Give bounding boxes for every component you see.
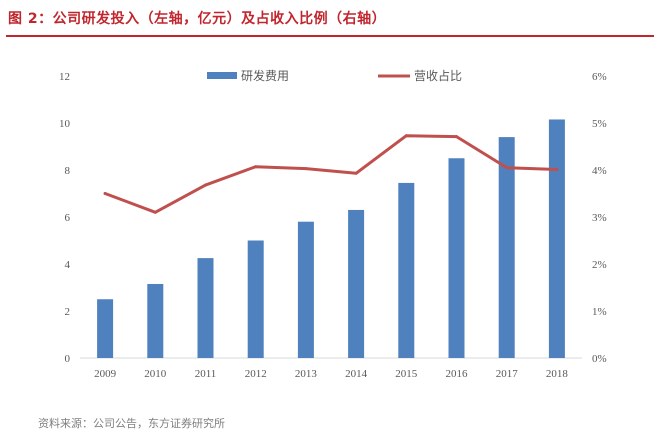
x-tick-label: 2017 bbox=[496, 368, 519, 380]
bar bbox=[247, 240, 264, 358]
x-tick-label: 2015 bbox=[395, 368, 418, 380]
x-tick-label: 2013 bbox=[295, 368, 318, 380]
bar bbox=[297, 221, 314, 358]
legend-swatch-bar bbox=[207, 72, 237, 79]
bar bbox=[548, 119, 565, 358]
right-tick-label: 2% bbox=[592, 259, 607, 271]
right-tick-label: 3% bbox=[592, 212, 607, 224]
line-point bbox=[555, 168, 559, 172]
figure-title: 图 2：公司研发投入（左轴，亿元）及占收入比例（右轴） bbox=[8, 11, 387, 27]
x-axis: 2009 2010 2011 2012 2013 2014 2015 2016 2017 2018 bbox=[94, 368, 568, 380]
x-tick-label: 2010 bbox=[144, 368, 167, 380]
legend-label-line: 营收占比 bbox=[414, 68, 462, 83]
legend-label-bar: 研发费用 bbox=[241, 68, 289, 83]
line-point bbox=[354, 171, 358, 175]
x-tick-label: 2016 bbox=[446, 368, 469, 380]
x-tick-label: 2009 bbox=[94, 368, 117, 380]
line-point bbox=[153, 210, 157, 214]
right-tick-label: 4% bbox=[592, 165, 607, 177]
line-point bbox=[404, 134, 408, 138]
left-tick-label: 8 bbox=[65, 165, 71, 177]
x-tick-label: 2011 bbox=[195, 368, 217, 380]
left-tick-label: 12 bbox=[59, 71, 70, 83]
right-tick-label: 5% bbox=[592, 118, 607, 130]
title-divider bbox=[6, 35, 654, 37]
right-tick-label: 6% bbox=[592, 71, 607, 83]
left-tick-label: 4 bbox=[65, 259, 71, 271]
bar bbox=[197, 258, 214, 358]
left-tick-label: 2 bbox=[65, 306, 71, 318]
left-tick-label: 10 bbox=[59, 118, 71, 130]
bar bbox=[348, 209, 365, 358]
left-tick-label: 6 bbox=[65, 212, 71, 224]
legend: 研发费用 营收占比 bbox=[207, 68, 462, 83]
line-point bbox=[455, 135, 458, 139]
line-point bbox=[204, 183, 207, 187]
x-tick-label: 2012 bbox=[245, 368, 267, 380]
line-point bbox=[103, 192, 107, 195]
line-point bbox=[254, 165, 258, 169]
right-tick-label: 0% bbox=[592, 353, 607, 365]
bar bbox=[97, 299, 114, 358]
bar bbox=[398, 182, 415, 358]
bar bbox=[498, 137, 515, 358]
left-tick-label: 0 bbox=[65, 353, 71, 365]
line-point bbox=[505, 166, 509, 170]
bar bbox=[147, 283, 164, 358]
line-series bbox=[103, 134, 559, 214]
bar bbox=[448, 158, 465, 358]
source-note: 资料来源：公司公告，东方证券研究所 bbox=[38, 417, 225, 430]
x-tick-label: 2018 bbox=[546, 368, 569, 380]
right-axis: 0% 1% 2% 3% 4% 5% 6% bbox=[592, 71, 607, 365]
line-path bbox=[103, 134, 559, 214]
right-tick-label: 1% bbox=[592, 306, 607, 318]
bar-series bbox=[97, 119, 565, 358]
line-point bbox=[304, 167, 308, 171]
left-axis: 0 2 4 6 8 10 12 bbox=[59, 71, 71, 365]
x-tick-label: 2014 bbox=[345, 368, 368, 380]
